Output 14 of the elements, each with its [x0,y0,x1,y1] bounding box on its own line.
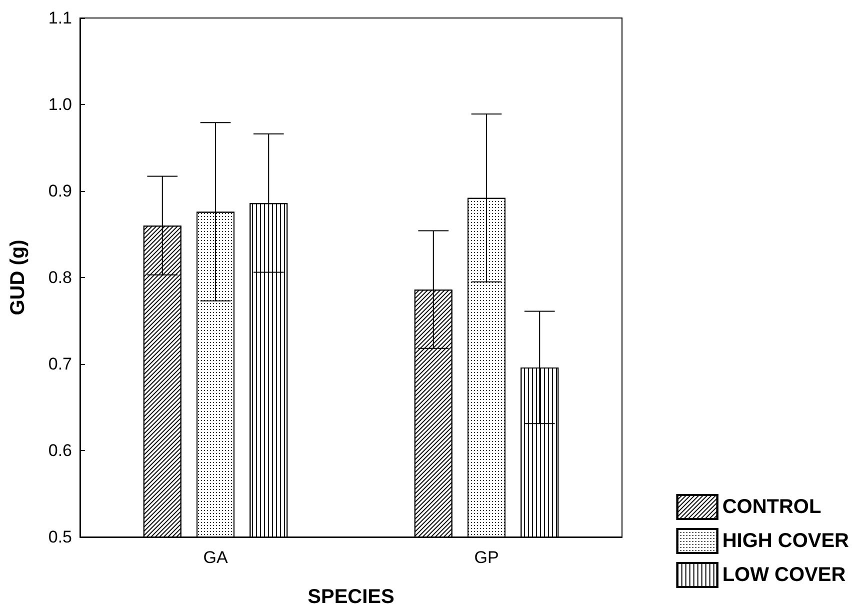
x-tick-label: GP [474,548,499,567]
y-tick-label: 0.7 [48,354,72,374]
y-tick-label: 0.8 [48,268,72,287]
legend-label: HIGH COVER [722,530,850,552]
y-tick-label: 1.1 [48,8,72,28]
y-axis-title: GUD (g) [7,240,29,316]
y-tick-label: 0.6 [48,441,72,460]
y-tick-label: 0.9 [48,182,72,200]
y-tick-label: 1.0 [48,95,72,114]
y-tick-label: 0.5 [48,528,72,546]
x-tick-label: GA [203,548,228,567]
legend-label: CONTROL [722,496,822,518]
legend-label: LOW COVER [722,564,846,586]
x-axis-title: SPECIES [308,586,394,608]
